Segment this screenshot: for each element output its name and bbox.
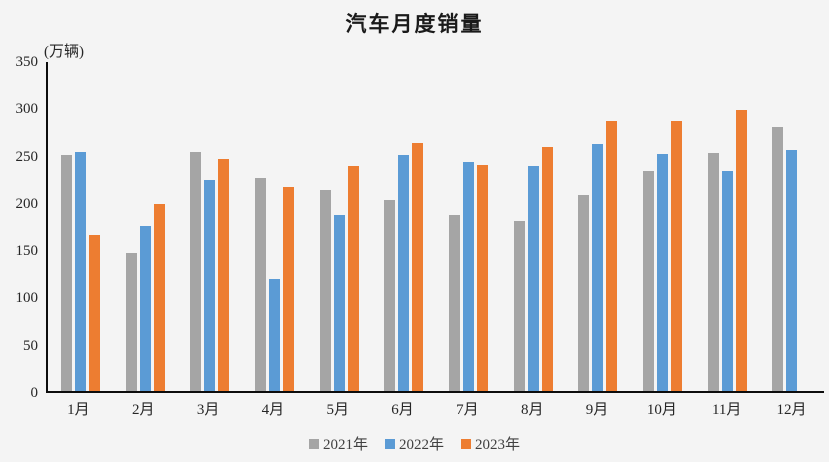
bar-group-3月 [177,62,242,391]
x-axis-label-2月: 2月 [131,402,155,418]
x-axis-label-3月: 3月 [196,402,220,418]
bar-2023年-8月 [541,147,553,391]
bar-2022年-5月 [333,215,345,391]
bar-2023年-4月 [282,187,294,391]
bar-2023年-2月 [153,204,165,391]
bar-2021年-5月 [319,190,331,391]
bar-2021年-1月 [60,155,72,391]
x-axis-label-5月: 5月 [326,402,349,418]
bar-2021年-11月 [707,153,719,391]
bar-2023年-11月 [735,110,747,391]
bar-2022年-10月 [656,154,668,391]
bar-group-6月 [371,62,436,391]
bar-2021年-2月 [125,253,137,391]
bar-2021年-9月 [578,195,590,391]
bar-2022年-4月 [268,279,280,391]
bar-2021年-12月 [772,127,784,391]
x-axis-label-7月: 7月 [456,402,479,418]
x-axis-label-4月: 4月 [261,402,285,418]
x-axis-label-12月: 12月 [776,402,807,418]
bar-group-11月 [695,62,760,391]
y-axis-tick-label: 100 [15,290,39,307]
bar-group-2月 [113,62,178,391]
bar-2021年-4月 [254,178,266,391]
bar-2022年-7月 [462,162,474,391]
y-axis-tick-label: 350 [15,54,39,70]
bar-group-1月 [48,62,113,391]
legend-swatch-icon [384,438,395,449]
legend-swatch-icon [308,438,319,449]
legend: 2021年 2022年 2023年 [0,433,829,454]
x-axis-label-10月: 10月 [646,402,677,418]
legend-item-2022年: 2022年 [384,433,444,454]
bar-group-4月 [242,62,307,391]
x-axis-label-1月: 1月 [67,402,90,418]
plot-area [46,62,824,393]
x-axis-labels: 1月 2月 3月 4月 5月 6月 7月 8月 9月 10月 11月 12月 [46,398,824,419]
legend-item-2023年: 2023年 [461,433,520,454]
x-axis-label-9月: 9月 [585,402,609,418]
bar-group-12月 [759,62,824,391]
bar-2023年-6月 [412,143,424,391]
bar-2021年-3月 [190,152,202,391]
x-axis-label-8月: 8月 [520,402,544,418]
bar-group-8月 [501,62,566,391]
bar-group-9月 [565,62,630,391]
bar-2022年-11月 [721,171,733,391]
legend-item-2021年: 2021年 [308,433,368,454]
y-axis-unit-label: (万辆) [44,44,84,60]
legend-label: 2021年 [322,437,368,453]
bar-2023年-1月 [88,235,100,391]
x-axis-label-11月: 11月 [711,402,742,418]
bar-group-10月 [630,62,695,391]
bar-groups [48,62,824,391]
bar-2021年-7月 [448,215,460,391]
bar-2022年-6月 [398,155,410,391]
y-axis-tick-label: 300 [15,101,39,118]
bar-2022年-8月 [527,166,539,391]
bar-2023年-3月 [218,159,230,391]
bar-group-7月 [436,62,501,391]
y-axis-tick-label: 150 [15,243,39,260]
bar-2022年-3月 [204,180,216,391]
y-axis-tick-label: 250 [15,148,39,165]
bar-2022年-2月 [139,226,151,391]
legend-label: 2023年 [475,437,521,453]
y-axis-tick-label: 200 [15,195,39,212]
bar-2023年-10月 [670,121,682,391]
chart-title: 汽车月度销量 [345,12,484,36]
bar-2023年-5月 [347,166,359,391]
x-axis-label-6月: 6月 [391,402,414,418]
bar-2022年-1月 [74,152,86,391]
bar-2023年-7月 [476,165,488,391]
bar-2021年-8月 [513,221,525,391]
bar-2022年-12月 [786,150,798,391]
bar-2021年-6月 [384,200,396,391]
legend-label: 2022年 [398,437,444,453]
bar-2023年-9月 [606,121,618,391]
legend-swatch-icon [461,438,471,449]
y-axis-tick-label: 0 [30,385,39,401]
bar-2022年-9月 [592,144,604,391]
bar-group-5月 [307,62,372,391]
bar-2021年-10月 [642,171,654,391]
y-axis-tick-label: 50 [23,337,38,354]
